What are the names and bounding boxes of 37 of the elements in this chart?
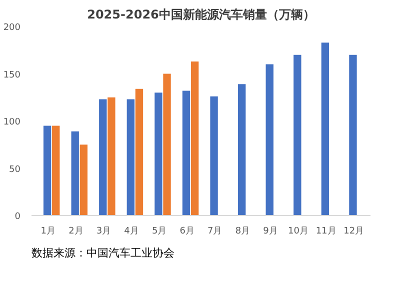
x-tick-label: 1月 <box>40 226 56 236</box>
x-tick-label: 10月 <box>288 226 308 236</box>
bar <box>190 61 199 216</box>
bar <box>163 74 171 216</box>
x-tick-label: 5月 <box>152 226 167 236</box>
x-tick-label: 8月 <box>235 226 250 236</box>
chart-title: 2025-2026中国新能源汽车销量（万辆） <box>87 8 315 22</box>
bar <box>80 144 88 216</box>
y-tick-label: 50 <box>9 164 21 175</box>
y-tick-label: 150 <box>3 70 21 80</box>
bar <box>294 54 302 216</box>
bar <box>349 54 357 216</box>
y-tick-label: 200 <box>3 23 21 33</box>
y-tick-label: 0 <box>14 212 21 222</box>
x-tick-label: 9月 <box>263 226 278 236</box>
x-tick-label: 11月 <box>316 226 336 236</box>
bar <box>135 88 144 216</box>
x-tick-label: 12月 <box>344 226 364 236</box>
y-tick-label: 100 <box>3 118 21 128</box>
bar <box>108 97 116 216</box>
bar <box>126 99 135 216</box>
bar <box>210 96 218 216</box>
bar <box>321 42 330 216</box>
bar <box>238 84 246 216</box>
bar <box>154 92 162 216</box>
bar <box>266 64 274 216</box>
bar <box>52 126 60 216</box>
x-tick-label: 6月 <box>180 226 194 236</box>
bar <box>182 90 190 216</box>
x-tick-label: 4月 <box>124 226 139 236</box>
x-tick-label: 3月 <box>96 226 112 236</box>
bar <box>43 126 52 216</box>
x-tick-label: 2月 <box>68 226 84 236</box>
x-tick-label: 7月 <box>208 226 222 236</box>
bar <box>99 99 107 216</box>
source-note: 数据来源：中国汽车工业协会 <box>32 246 174 260</box>
bar <box>71 131 79 216</box>
